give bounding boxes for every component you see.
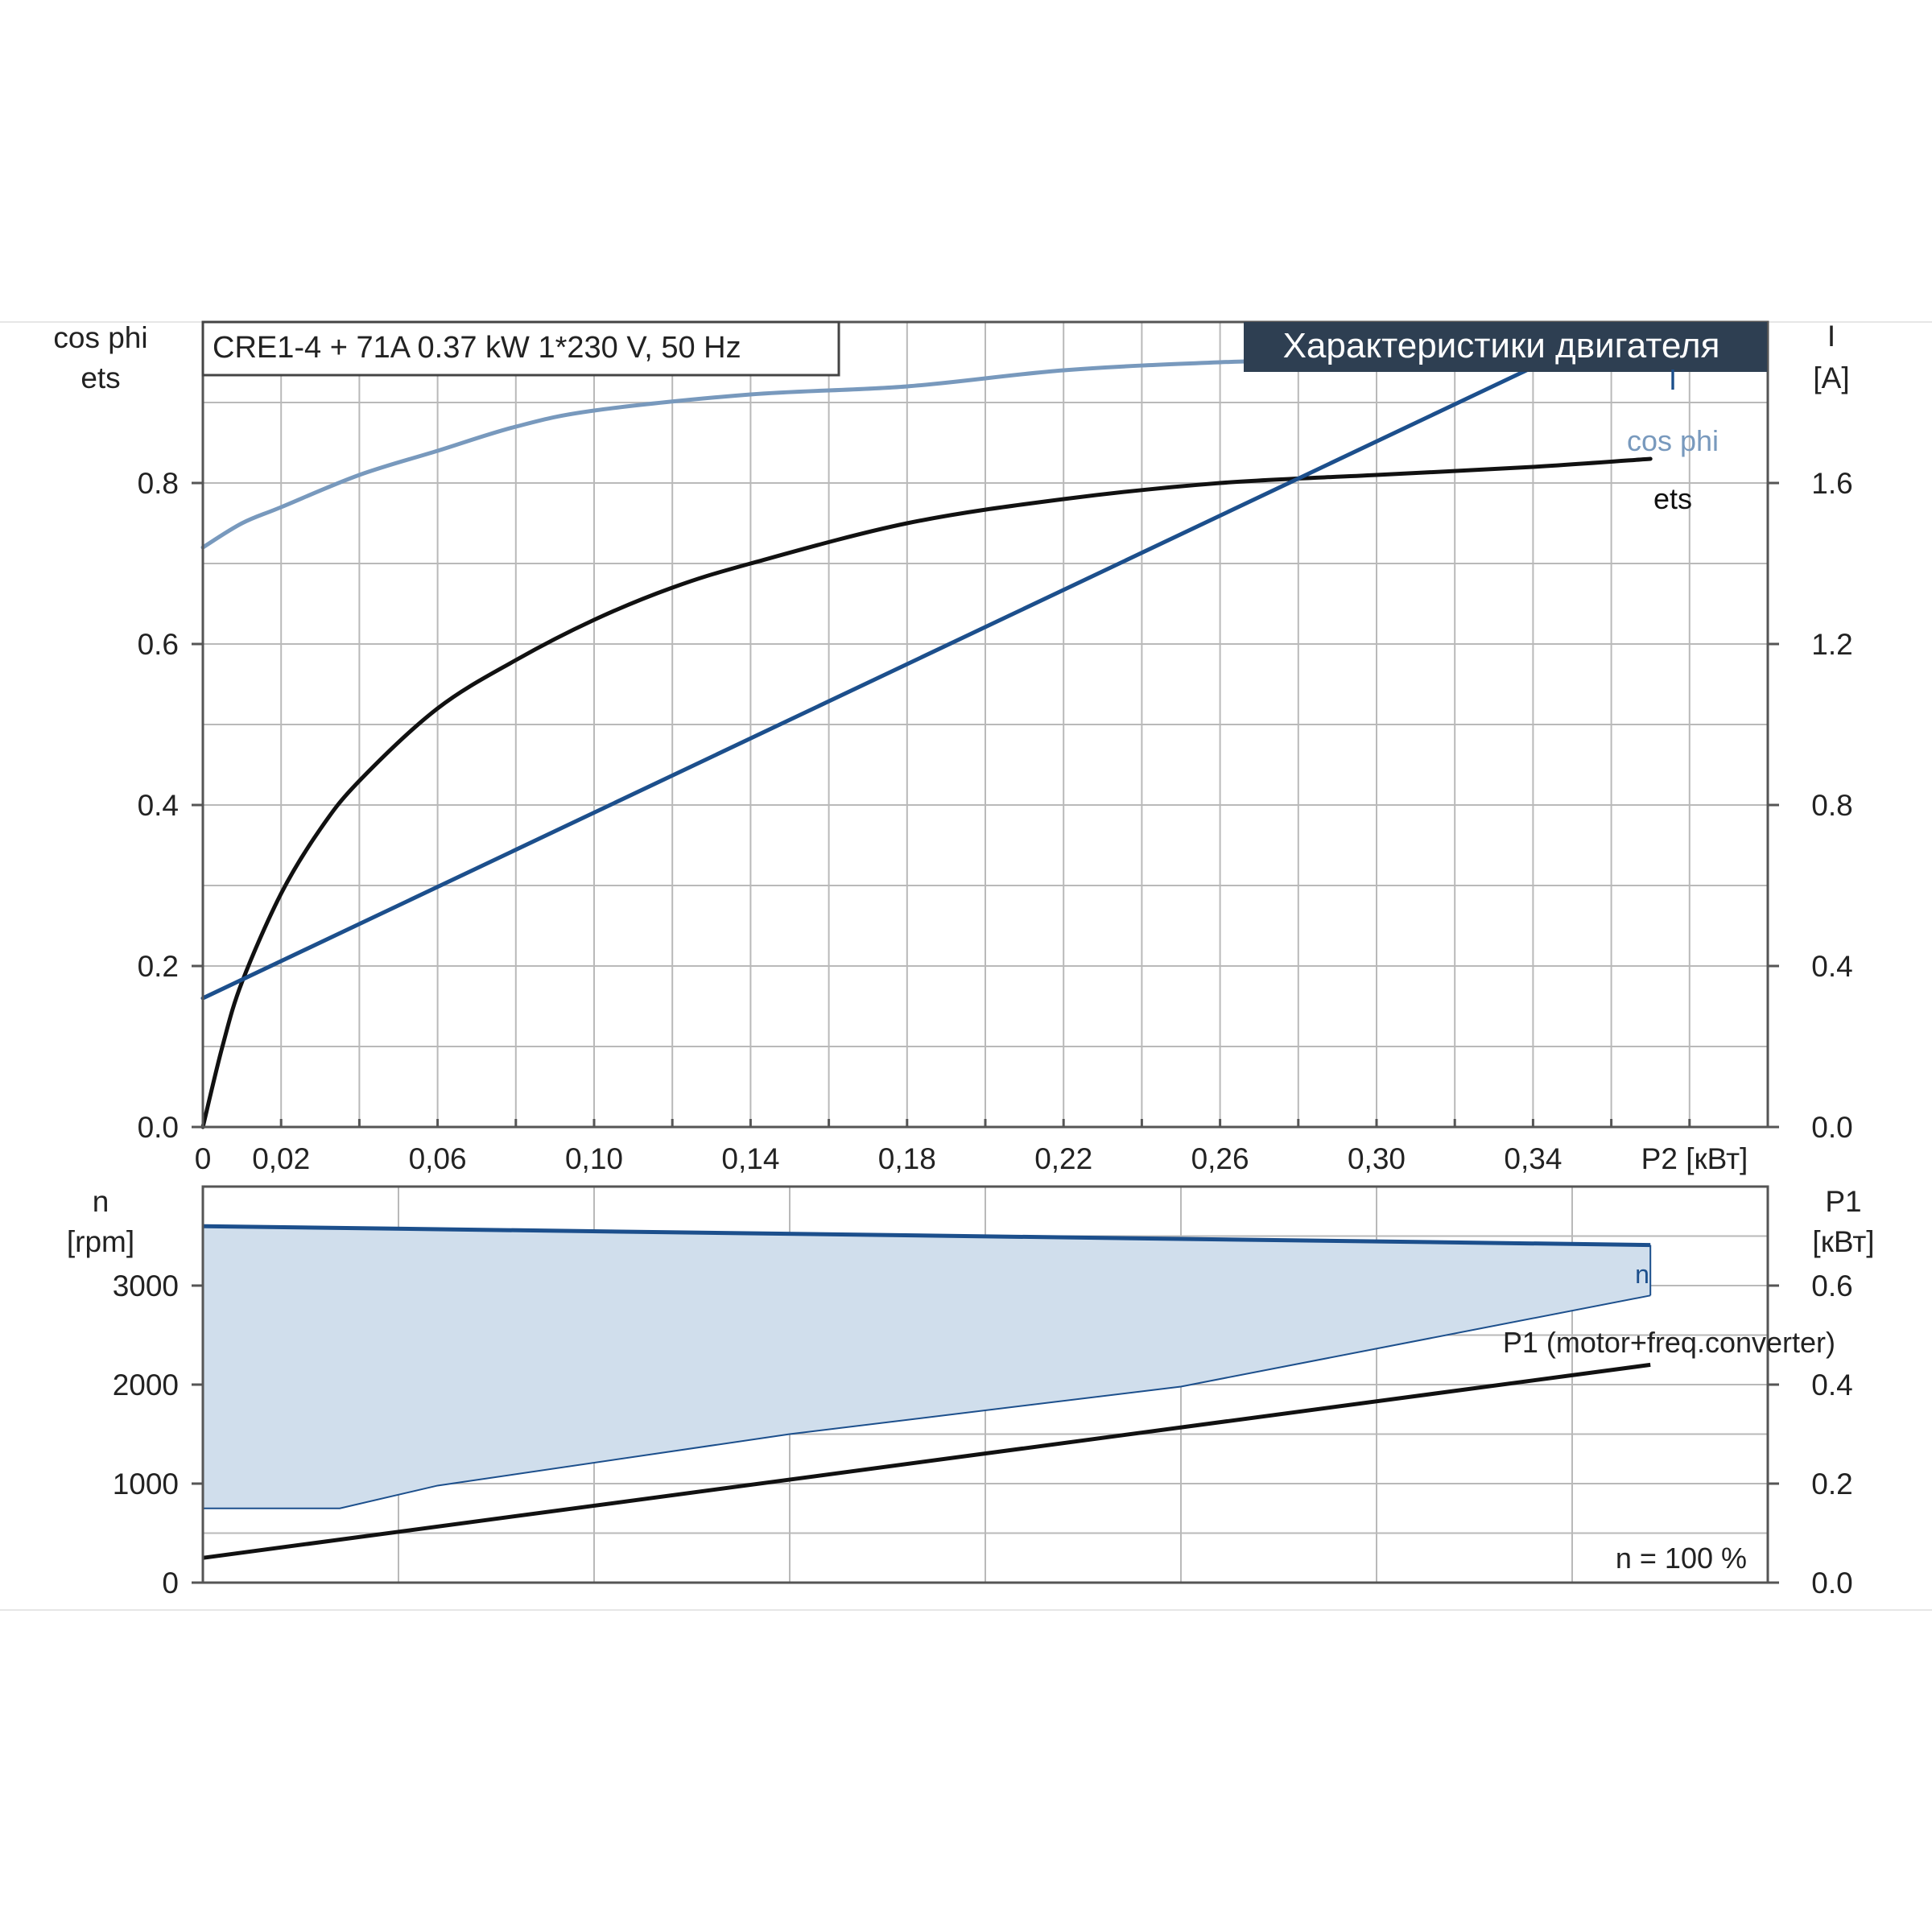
top-panel: 0 0,02 0,06 0,10 0,14 0,18 0,22 0,26 0,30 0,34 0.0…	[53, 320, 1852, 1175]
chart-title: Характеристики двигателя	[1283, 326, 1720, 365]
right-y-tick-label: 1.6	[1811, 467, 1852, 500]
left-y-tick-label: 0.2	[138, 950, 179, 983]
right-y-tick-label: 0.4	[1811, 950, 1852, 983]
x-tick-label: 0,26	[1191, 1142, 1249, 1175]
right-y-tick-label: 0.0	[1811, 1111, 1852, 1144]
speed-annotation: n = 100 %	[1616, 1542, 1747, 1575]
bottom-right-axis-title-p1: P1	[1825, 1185, 1861, 1218]
x-tick-label: 0,10	[565, 1142, 623, 1175]
bottom-series	[202, 1224, 1652, 1560]
p1-line	[202, 1362, 1651, 1560]
model-label-box	[201, 320, 840, 377]
top-series	[200, 328, 1653, 1129]
left-y-tick-label: 0.0	[138, 1111, 179, 1144]
bottom-panel: 0 1000 2000 3000 0.0 0.2 0.4 0.6 n [rpm] P1 [кВ…	[67, 1185, 1875, 1600]
speed-lower-bound-line	[203, 1294, 1651, 1509]
x-axis-title: P2 [кВт]	[1641, 1142, 1748, 1175]
x-tick-label: 0,14	[721, 1142, 779, 1175]
bottom-right-y-tick-label: 0.0	[1811, 1567, 1852, 1600]
x-tick-label: 0	[195, 1142, 212, 1175]
series-label-n: n	[1635, 1260, 1649, 1289]
right-y-tick-label: 1.2	[1811, 628, 1852, 661]
series-label-cos-phi: cos phi	[1627, 424, 1719, 457]
series-label-p1: P1 (motor+freq.converter)	[1503, 1326, 1835, 1359]
x-tick-label: 0,30	[1348, 1142, 1406, 1175]
title-box	[1244, 322, 1767, 372]
right-y-tick-label: 0.8	[1811, 789, 1852, 822]
right-axis-title-i: I	[1827, 320, 1835, 353]
speed-curve	[202, 1224, 1651, 1248]
bottom-left-y-tick-label: 0	[162, 1567, 179, 1600]
right-axis-title-unit: [A]	[1813, 361, 1849, 394]
bottom-left-y-tick-label: 2000	[113, 1368, 179, 1402]
left-y-tick-label: 0.6	[138, 628, 179, 661]
current-line	[200, 328, 1614, 1001]
x-tick-label: 0,34	[1504, 1142, 1562, 1175]
model-label: CRE1-4 + 71A 0.37 kW 1*230 V, 50 Hz	[213, 331, 741, 365]
bottom-left-axis-title-unit: [rpm]	[67, 1225, 134, 1258]
speed-range-band	[203, 1226, 1651, 1509]
x-tick-label: 0,02	[252, 1142, 310, 1175]
top-frame	[201, 320, 1769, 1129]
bottom-right-y-tick-label: 0.2	[1811, 1468, 1852, 1501]
top-grid	[203, 321, 1768, 1127]
bottom-right-axis-title-unit: [кВт]	[1812, 1225, 1874, 1258]
ets-curve	[200, 456, 1653, 1129]
bottom-right-y-tick-label: 0.4	[1811, 1368, 1852, 1402]
top-tick-labels: 0 0,02 0,06 0,10 0,14 0,18 0,22 0,26 0,30 0,34 0.0…	[138, 467, 1853, 1175]
left-y-tick-label: 0.4	[138, 789, 179, 822]
bottom-right-y-tick-label: 0.6	[1811, 1269, 1852, 1302]
left-axis-title-cosphi: cos phi	[53, 321, 147, 354]
left-axis-title-ets: ets	[80, 361, 120, 394]
x-tick-label: 0,22	[1034, 1142, 1092, 1175]
top-ticks	[201, 1119, 1769, 1127]
x-tick-label: 0,18	[878, 1142, 936, 1175]
bottom-left-axis-title-n: n	[93, 1185, 109, 1218]
x-tick-label: 0,06	[409, 1142, 467, 1175]
bottom-left-y-tick-label: 1000	[113, 1468, 179, 1501]
series-label-ets: ets	[1653, 482, 1692, 515]
bottom-tick-labels: 0 1000 2000 3000 0.0 0.2 0.4 0.6	[113, 1269, 1853, 1600]
bottom-left-y-tick-label: 3000	[113, 1269, 179, 1302]
series-label-i: I	[1669, 363, 1677, 396]
left-y-tick-label: 0.8	[138, 467, 179, 500]
